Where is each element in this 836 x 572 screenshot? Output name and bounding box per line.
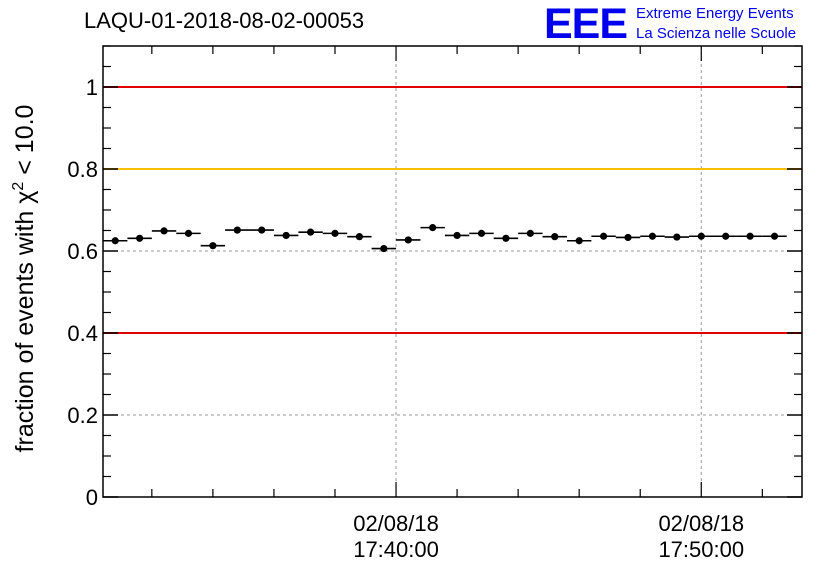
data-point (697, 232, 705, 240)
y-tick-label: 0.8 (67, 157, 98, 182)
x-tick-date-label: 02/08/18 (658, 511, 744, 536)
chart-title: LAQU-01-2018-08-02-00053 (84, 8, 365, 33)
eee-logo: EEE Extreme Energy Events La Scienza nel… (544, 2, 834, 46)
y-axis-label-prefix: fraction of events with (11, 204, 39, 453)
data-point (477, 229, 486, 237)
data-point (746, 232, 754, 240)
x-tick-time-label: 17:50:00 (658, 537, 744, 562)
data-point (722, 232, 730, 240)
data-point (355, 233, 364, 241)
data-point (282, 231, 290, 240)
data-point (526, 229, 534, 237)
x-tick-date-label: 02/08/18 (353, 511, 439, 536)
data-point (160, 227, 168, 235)
data-point (575, 237, 583, 245)
data-point (429, 224, 437, 232)
data-point (258, 226, 266, 234)
data-point (404, 236, 412, 244)
plot-frame (102, 45, 803, 498)
data-point (673, 233, 681, 241)
data-point (331, 229, 339, 237)
y-axis-label-superscript: 2 (10, 182, 27, 191)
data-point (599, 232, 608, 240)
data-point (502, 234, 510, 242)
y-tick-label: 0.4 (67, 321, 98, 346)
data-layer (103, 224, 787, 253)
data-point (770, 232, 779, 240)
y-tick-label: 0.6 (67, 239, 98, 264)
eee-logo-line2: La Scienza nelle Scuole (636, 25, 797, 42)
y-axis-label: fraction of events with χ2 < 10.0 (10, 105, 39, 453)
data-point (136, 234, 144, 242)
data-point (184, 229, 193, 237)
data-point (648, 232, 657, 240)
eee-logo-mark: EEE (544, 0, 628, 48)
data-point (551, 233, 559, 241)
y-axis-label-symbol: χ (11, 191, 39, 204)
data-point (453, 231, 461, 240)
axis-layer: 00.20.40.60.8102/08/1817:40:0002/08/1817… (67, 45, 802, 562)
grid-layer (103, 46, 802, 497)
data-point (624, 233, 632, 242)
y-tick-label: 0.2 (67, 403, 98, 428)
eee-logo-line1: Extreme Energy Events (636, 5, 794, 22)
data-point (111, 237, 119, 245)
y-axis-label-suffix: < 10.0 (11, 105, 39, 182)
y-tick-label: 1 (86, 75, 98, 100)
data-point (233, 226, 241, 234)
reference-lines (103, 86, 802, 334)
x-tick-time-label: 17:40:00 (353, 537, 439, 562)
data-point (306, 228, 315, 236)
data-point (380, 244, 388, 253)
data-point (209, 242, 217, 250)
y-tick-label: 0 (86, 485, 98, 510)
